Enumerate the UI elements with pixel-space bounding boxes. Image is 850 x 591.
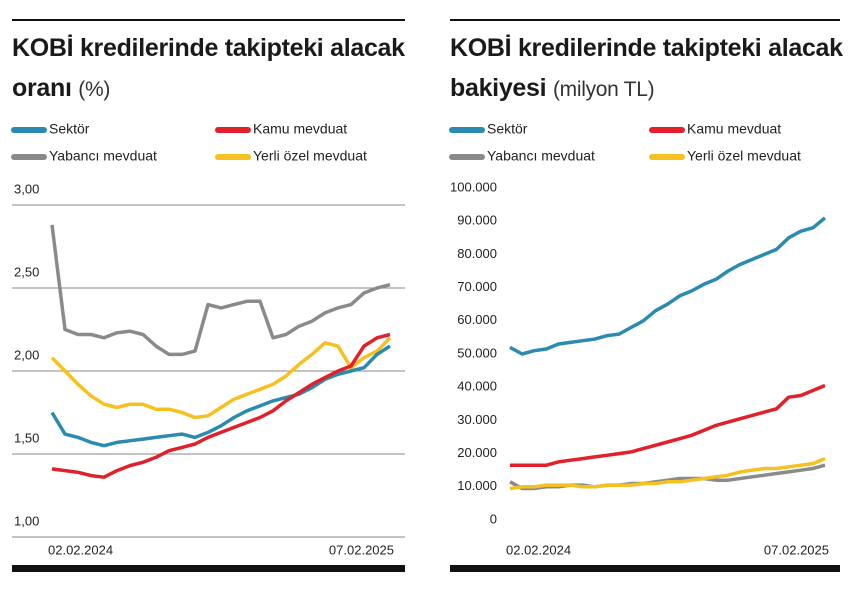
y-tick-label: 3,00 — [14, 181, 39, 196]
y-tick-label: 40.000 — [457, 379, 497, 394]
y-tick-label: 100.000 — [450, 179, 497, 194]
chart-unit: (%) — [78, 78, 111, 101]
chart-title: KOBİ kredilerinde takipteki alacak bakiy… — [450, 34, 843, 102]
legend-label: Yerli özel mevduat — [253, 148, 367, 164]
y-tick-label: 1,50 — [14, 430, 39, 445]
y-tick-label: 80.000 — [457, 246, 497, 261]
y-tick-label: 90.000 — [457, 213, 497, 228]
legend-label: Yabancı mevduat — [49, 148, 157, 164]
y-tick-label: 0 — [490, 511, 497, 526]
x-tick-label: 02.02.2024 — [48, 542, 113, 557]
series-line — [51, 332, 391, 479]
y-tick-label: 2,00 — [14, 347, 39, 362]
top-rule — [450, 19, 840, 21]
chart-title-box: KOBİ kredilerinde takipteki alacak bakiy… — [450, 28, 845, 110]
legend-label: Kamu mevduat — [687, 121, 781, 137]
bottom-bar — [12, 565, 405, 572]
series-line — [509, 216, 827, 356]
chart-title-box: KOBİ kredilerinde takipteki alacak oranı… — [12, 28, 407, 110]
y-tick-label: 70.000 — [457, 279, 497, 294]
legend-label: Yabancı mevduat — [487, 148, 595, 164]
series-line — [50, 224, 391, 357]
series-line — [50, 344, 391, 448]
y-tick-label: 60.000 — [457, 312, 497, 327]
x-tick-label: 02.02.2024 — [506, 542, 571, 557]
series-line — [509, 456, 826, 491]
top-rule — [12, 19, 405, 21]
bottom-bar — [450, 565, 840, 572]
y-tick-label: 10.000 — [457, 478, 497, 493]
legend-label: Sektör — [487, 121, 528, 137]
series-line — [510, 383, 826, 467]
y-tick-label: 50.000 — [457, 345, 497, 360]
y-tick-label: 30.000 — [457, 412, 497, 427]
chart-unit: (milyon TL) — [552, 78, 655, 101]
x-tick-label: 07.02.2025 — [764, 542, 829, 557]
y-tick-label: 20.000 — [457, 445, 497, 460]
series-line — [50, 336, 392, 420]
legend-label: Sektör — [49, 121, 90, 137]
legend-label: Yerli özel mevduat — [687, 148, 801, 164]
y-tick-label: 1,00 — [14, 513, 39, 528]
legend-label: Kamu mevduat — [253, 121, 347, 137]
x-tick-label: 07.02.2025 — [329, 542, 394, 557]
y-tick-label: 2,50 — [14, 264, 39, 279]
chart-title: KOBİ kredilerinde takipteki alacak oranı — [12, 34, 405, 102]
